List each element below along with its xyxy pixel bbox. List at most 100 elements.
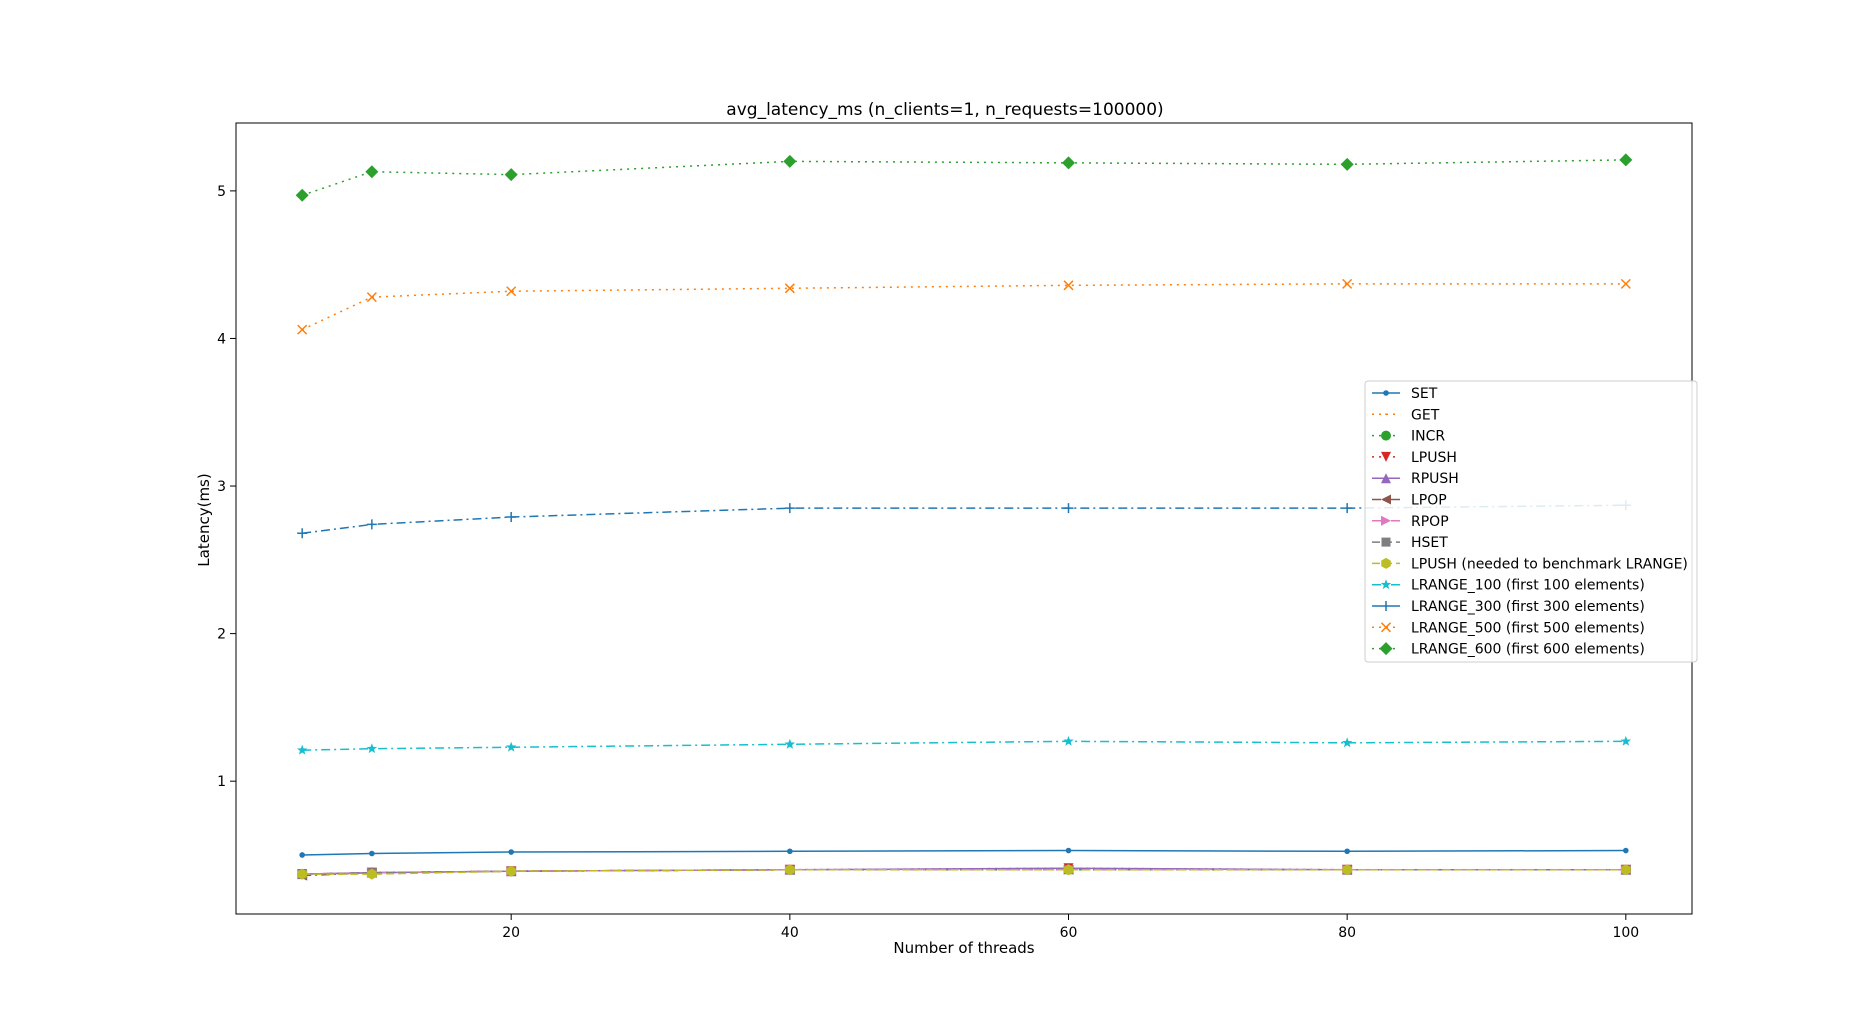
legend-label: SET xyxy=(1411,386,1438,402)
series-line xyxy=(302,849,1626,856)
data-point xyxy=(1061,156,1075,170)
data-point xyxy=(369,850,375,857)
series-line xyxy=(302,740,1626,751)
legend-label: GET xyxy=(1411,407,1440,423)
legend-label: HSET xyxy=(1411,535,1448,551)
legend-marker xyxy=(1381,557,1391,569)
y-tick-label: 5 xyxy=(217,184,226,200)
series-lpush-needed-to-benchmark-lrange xyxy=(297,864,1631,880)
series-lrange-500-first-500-elements xyxy=(297,278,1631,335)
data-point xyxy=(506,512,517,523)
y-axis: 1 2 3 4 5 xyxy=(217,184,236,790)
data-point xyxy=(299,852,305,858)
series-lrange-600-first-600-elements xyxy=(295,153,1633,202)
legend-item: SET xyxy=(1372,386,1438,402)
legend-label: INCR xyxy=(1411,429,1445,445)
data-point xyxy=(1619,153,1633,167)
data-point xyxy=(1621,864,1631,876)
x-axis-label: Number of threads xyxy=(893,939,1034,957)
series-lpop xyxy=(297,864,1631,881)
legend-marker xyxy=(1381,494,1391,505)
data-point xyxy=(295,188,309,202)
y-tick-label: 4 xyxy=(217,331,226,347)
data-point xyxy=(297,528,308,539)
x-tick-label: 20 xyxy=(502,925,520,941)
data-point xyxy=(1063,735,1074,746)
y-axis-label: Latency(ms) xyxy=(195,473,213,566)
x-axis: 20 40 60 80 100 xyxy=(502,914,1639,941)
data-point xyxy=(296,744,308,755)
data-point xyxy=(366,743,378,754)
legend-label: LPOP xyxy=(1411,493,1447,509)
plot-area xyxy=(295,153,1633,881)
y-tick-label: 2 xyxy=(217,627,226,643)
legend-item: HSET xyxy=(1372,535,1448,551)
legend-marker xyxy=(1381,473,1391,484)
y-tick-label: 3 xyxy=(217,479,226,495)
data-point xyxy=(1063,864,1074,876)
data-point xyxy=(508,849,514,855)
legend-label: LRANGE_100 (first 100 elements) xyxy=(1411,578,1645,594)
legend-marker xyxy=(1381,451,1391,462)
data-point xyxy=(365,165,379,179)
series-set xyxy=(299,847,1629,858)
data-point xyxy=(784,503,795,514)
legend-box xyxy=(1364,380,1698,663)
legend-label: LRANGE_500 (first 500 elements) xyxy=(1411,620,1645,636)
data-point xyxy=(1063,280,1074,291)
legend-item: GET xyxy=(1372,407,1440,423)
legend-item: LPOP xyxy=(1372,493,1447,509)
legend-item: LRANGE_300 (first 300 elements) xyxy=(1372,599,1645,615)
legend-marker xyxy=(1381,601,1391,611)
legend-marker xyxy=(1380,579,1392,590)
legend: SET GET INCR LPUSH RPUSH LPOP RPOP HSET LPUSH (n… xyxy=(1364,380,1698,663)
legend-marker xyxy=(1381,515,1391,526)
data-point xyxy=(504,168,518,182)
data-point xyxy=(1340,157,1354,171)
data-point xyxy=(785,864,795,876)
legend-marker xyxy=(1385,413,1387,416)
data-point xyxy=(787,848,793,855)
data-point xyxy=(1620,278,1631,289)
data-point xyxy=(1342,278,1353,289)
legend-marker xyxy=(1381,430,1391,441)
legend-label: LPUSH xyxy=(1411,450,1457,466)
data-point xyxy=(506,865,516,877)
legend-item: LRANGE_600 (first 600 elements) xyxy=(1372,642,1645,658)
y-tick-label: 1 xyxy=(217,774,226,790)
legend-item: RPUSH xyxy=(1372,471,1459,487)
x-tick-label: 80 xyxy=(1338,925,1356,941)
x-tick-label: 60 xyxy=(1060,925,1078,941)
data-point xyxy=(1065,847,1072,854)
data-point xyxy=(1341,737,1353,748)
data-point xyxy=(366,292,377,303)
x-tick-label: 40 xyxy=(781,925,799,941)
legend-item: LPUSH (needed to benchmark LRANGE) xyxy=(1372,556,1688,572)
data-point xyxy=(1344,848,1350,855)
data-point xyxy=(505,741,517,752)
legend-marker xyxy=(1380,622,1392,633)
legend-item: LRANGE_100 (first 100 elements) xyxy=(1372,578,1645,594)
series-line xyxy=(301,159,1626,197)
data-point xyxy=(1623,847,1629,854)
data-point xyxy=(297,324,308,335)
legend-item: INCR xyxy=(1372,429,1445,445)
legend-item: LPUSH xyxy=(1372,450,1457,466)
legend-item: RPOP xyxy=(1372,514,1449,530)
data-point xyxy=(506,286,517,297)
legend-marker xyxy=(1381,537,1391,547)
data-point xyxy=(1342,864,1352,876)
legend-item: LRANGE_500 (first 500 elements) xyxy=(1372,620,1645,636)
legend-label: LPUSH (needed to benchmark LRANGE) xyxy=(1411,556,1688,572)
legend-label: RPOP xyxy=(1411,514,1449,530)
data-point xyxy=(784,283,795,294)
series-lrange-100-first-100-elements xyxy=(296,735,1632,755)
data-point xyxy=(1620,735,1632,746)
data-point xyxy=(1342,503,1353,514)
data-point xyxy=(783,154,797,168)
legend-marker xyxy=(1379,642,1393,656)
legend-label: LRANGE_300 (first 300 elements) xyxy=(1411,599,1645,615)
data-point xyxy=(366,519,377,530)
series-line xyxy=(301,283,1626,331)
